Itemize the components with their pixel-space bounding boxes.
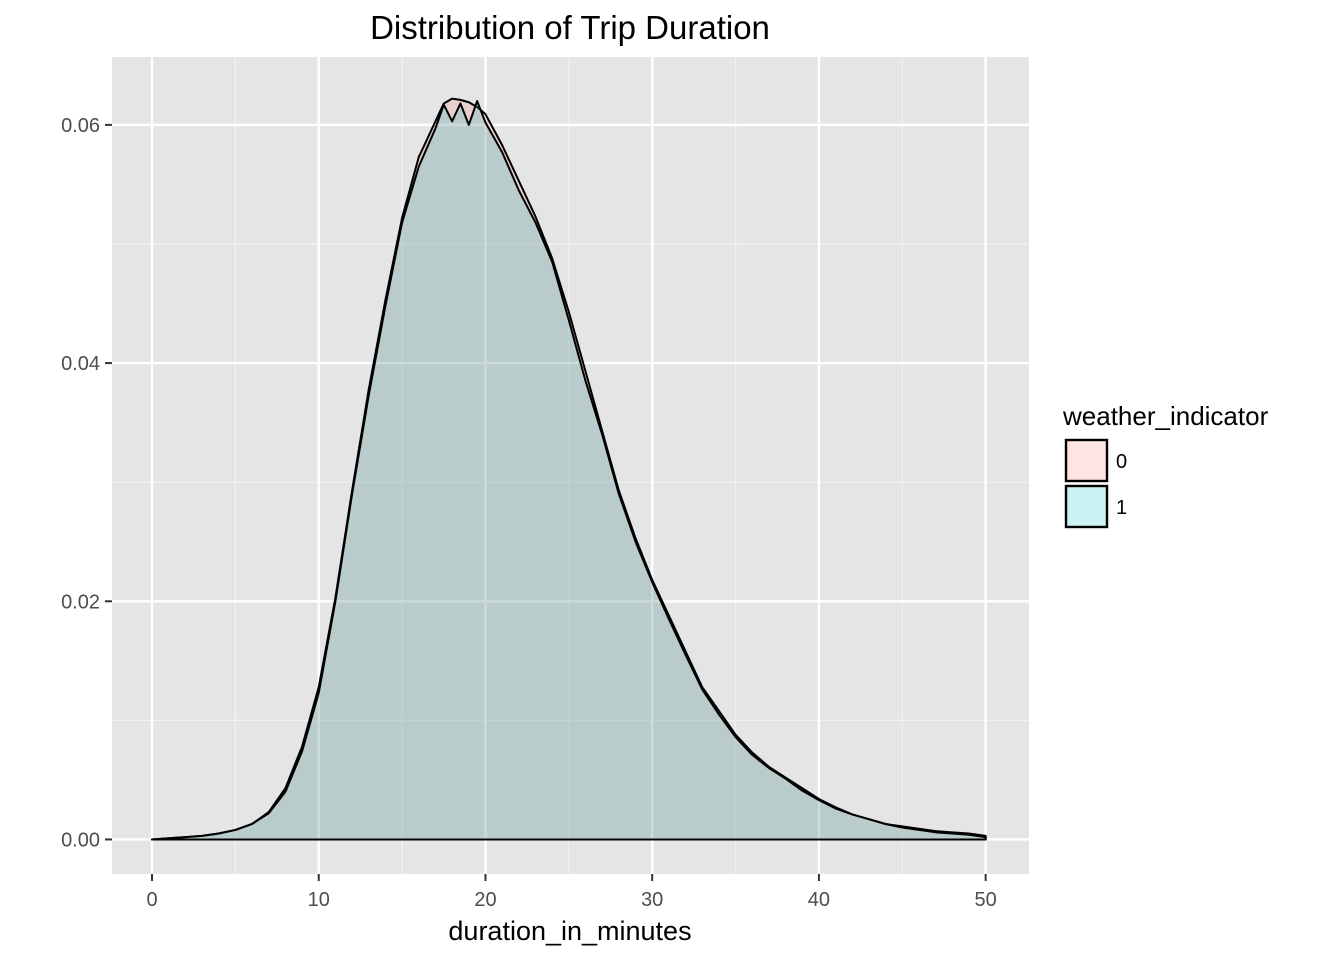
x-tick-label: 20 bbox=[474, 889, 496, 911]
legend-label-1: 1 bbox=[1116, 497, 1127, 519]
y-tick-label: 0.02 bbox=[61, 591, 100, 613]
legend-title: weather_indicator bbox=[1062, 401, 1269, 431]
legend-key-background bbox=[1065, 485, 1107, 527]
y-tick-label: 0.04 bbox=[61, 353, 100, 375]
minor-gridlines bbox=[112, 57, 1029, 874]
legend-key-background bbox=[1065, 439, 1107, 481]
x-tick-label: 30 bbox=[641, 889, 663, 911]
legend-key-swatch-0 bbox=[1064, 438, 1109, 483]
x-axis-title: duration_in_minutes bbox=[448, 916, 691, 946]
x-tick-label: 40 bbox=[808, 889, 830, 911]
density-series bbox=[151, 97, 987, 841]
legend: weather_indicator 01 bbox=[1062, 401, 1269, 529]
legend-entries: 01 bbox=[1064, 438, 1127, 529]
density-area-series-1 bbox=[151, 100, 987, 841]
x-tick-label: 50 bbox=[975, 889, 997, 911]
x-tick-label: 0 bbox=[146, 889, 157, 911]
plot-panel bbox=[112, 57, 1029, 874]
x-tick-label: 10 bbox=[308, 889, 330, 911]
chart-title: Distribution of Trip Duration bbox=[370, 9, 770, 46]
legend-label-0: 0 bbox=[1116, 451, 1127, 473]
y-tick-label: 0.06 bbox=[61, 115, 100, 137]
legend-key-swatch-1 bbox=[1064, 484, 1109, 529]
y-axis: 0.00 0.02 0.04 0.06 bbox=[61, 115, 112, 851]
y-tick-label: 0.00 bbox=[61, 829, 100, 851]
x-axis: 0 10 20 30 40 50 bbox=[146, 874, 997, 911]
